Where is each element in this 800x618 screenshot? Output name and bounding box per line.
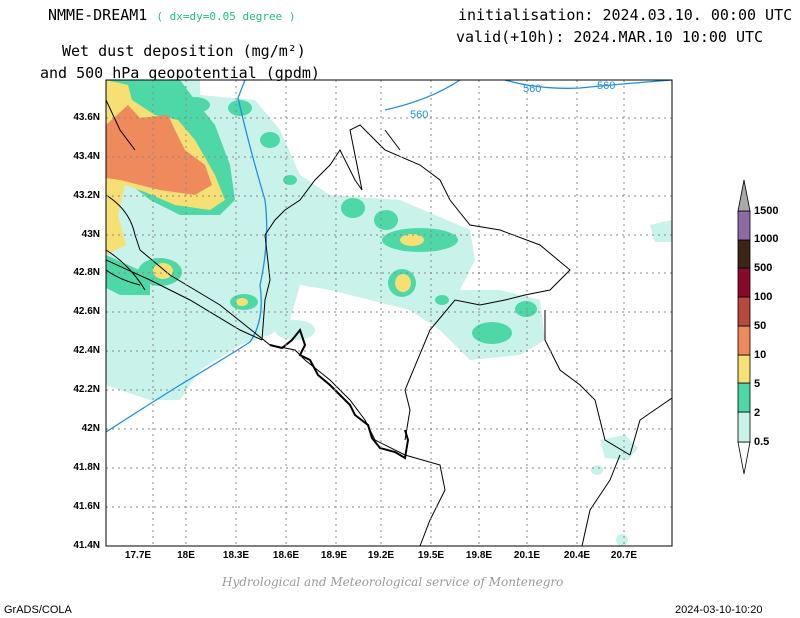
map-title-line2: and 500 hPa geopotential (gpdm) bbox=[40, 64, 320, 82]
colorbar-low-triangle bbox=[737, 441, 751, 475]
coastline-detail bbox=[269, 327, 410, 460]
lon-label: 18.6E bbox=[272, 550, 300, 561]
lat-label: 41.8N bbox=[73, 462, 100, 473]
lon-label: 19.5E bbox=[417, 550, 445, 561]
lat-label: 43N bbox=[81, 229, 100, 240]
contour-label: 560 bbox=[523, 83, 541, 95]
colorbar-swatch bbox=[737, 411, 751, 443]
colorbar-swatch bbox=[737, 354, 751, 384]
colorbar-label: 1500 bbox=[754, 205, 779, 217]
colorbar-label: 10 bbox=[754, 349, 767, 361]
lat-label: 42.2N bbox=[73, 384, 100, 395]
lon-label: 18E bbox=[177, 550, 195, 561]
lat-label: 42.6N bbox=[73, 306, 100, 317]
colorbar-label: 100 bbox=[754, 291, 773, 303]
colorbar-label: 2 bbox=[754, 407, 761, 419]
lon-label: 19.2E bbox=[367, 550, 395, 561]
lat-label: 42N bbox=[81, 423, 100, 434]
boundaries bbox=[106, 99, 672, 546]
lon-label: 17.7E bbox=[124, 550, 152, 561]
geopotential-contour-line-ne bbox=[504, 80, 672, 89]
lat-label: 42.4N bbox=[73, 345, 100, 356]
colorbar-label: 1000 bbox=[754, 233, 779, 245]
dust-class-10 bbox=[106, 105, 212, 195]
initialisation-time: initialisation: 2024.03.10. 00:00 UTC bbox=[458, 6, 793, 24]
lat-label: 43.6N bbox=[73, 112, 100, 123]
colorbar-label: 500 bbox=[754, 262, 773, 274]
colorbar-swatch bbox=[737, 267, 751, 298]
contour-label: 560 bbox=[410, 109, 428, 121]
software-label: GrADS/COLA bbox=[4, 604, 72, 616]
lon-label: 18.9E bbox=[320, 550, 348, 561]
lat-label: 41.6N bbox=[73, 501, 100, 512]
lon-label: 19.8E bbox=[465, 550, 493, 561]
geopotential-contour-line-north bbox=[384, 80, 461, 111]
map-title-line1: Wet dust deposition (mg/m²) bbox=[62, 42, 306, 60]
grid-lines bbox=[106, 80, 672, 546]
colorbar-label: 50 bbox=[754, 320, 767, 332]
map-frame bbox=[105, 79, 673, 547]
colorbar-label: 0.5 bbox=[754, 436, 770, 448]
model-name: NMME-DREAM1 bbox=[48, 6, 148, 24]
lon-label: 20.7E bbox=[610, 550, 638, 561]
lat-label: 43.4N bbox=[73, 151, 100, 162]
contour-label: 560 bbox=[597, 80, 615, 92]
colorbar-high-triangle bbox=[737, 179, 751, 212]
colorbar-swatch bbox=[737, 210, 751, 241]
colorbar-swatch bbox=[737, 296, 751, 327]
model-resolution: ( dx=dy=0.05 degree ) bbox=[156, 10, 296, 23]
model-title: NMME-DREAM1 ( dx=dy=0.05 degree ) bbox=[48, 6, 295, 24]
colorbar bbox=[737, 179, 751, 475]
dust-deposition-field bbox=[106, 80, 672, 546]
lat-label: 41.4N bbox=[73, 540, 100, 551]
colorbar-label: 5 bbox=[754, 378, 761, 390]
generation-timestamp: 2024-03-10-10:20 bbox=[675, 604, 763, 616]
lat-label: 43.2N bbox=[73, 190, 100, 201]
colorbar-swatch bbox=[737, 325, 751, 356]
credit-text: Hydrological and Meteorological service … bbox=[222, 575, 564, 589]
lon-label: 20.1E bbox=[513, 550, 541, 561]
lon-label: 18.3E bbox=[222, 550, 250, 561]
lon-label: 20.4E bbox=[563, 550, 591, 561]
valid-time: valid(+10h): 2024.MAR.10 10:00 UTC bbox=[456, 28, 764, 46]
lat-label: 42.8N bbox=[73, 267, 100, 278]
colorbar-swatch bbox=[737, 239, 751, 269]
colorbar-swatch bbox=[737, 382, 751, 413]
